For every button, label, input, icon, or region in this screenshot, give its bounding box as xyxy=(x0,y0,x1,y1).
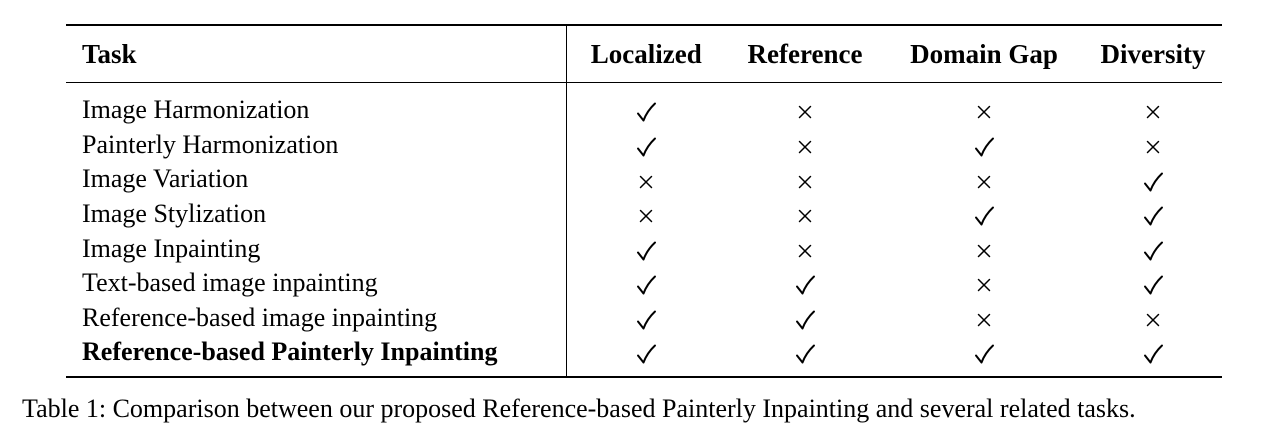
diversity-cell xyxy=(1084,231,1222,266)
cross-icon xyxy=(793,234,817,263)
localized-cell xyxy=(566,266,726,301)
table-row: Image Harmonization xyxy=(66,82,1222,128)
task-name-cell: Image Variation xyxy=(66,162,567,197)
header-diversity: Diversity xyxy=(1100,38,1206,69)
comparison-table: Task Localized Reference Domain Gap Dive… xyxy=(66,24,1222,378)
check-icon xyxy=(1141,199,1165,228)
task-name-cell: Text-based image inpainting xyxy=(66,265,567,301)
cross-icon xyxy=(1141,130,1165,159)
cross-icon xyxy=(972,234,996,263)
cross-icon xyxy=(1141,303,1165,332)
task-name-cell: Image Inpainting xyxy=(66,231,567,266)
table-row: Image Stylization xyxy=(66,196,1222,232)
check-icon xyxy=(1141,164,1165,193)
check-icon xyxy=(793,268,817,297)
check-icon xyxy=(1141,268,1165,297)
cross-icon xyxy=(634,199,658,228)
domain-gap-cell xyxy=(884,197,1084,232)
table-row: Image Variation xyxy=(66,162,1222,197)
check-icon xyxy=(793,303,817,332)
diversity-cell xyxy=(1084,335,1222,377)
cross-icon xyxy=(634,164,658,193)
table-row: Text-based image inpainting xyxy=(66,265,1222,301)
reference-cell xyxy=(726,83,884,128)
check-icon xyxy=(634,130,658,159)
reference-cell xyxy=(726,335,884,377)
localized-cell xyxy=(566,197,726,232)
check-icon xyxy=(634,268,658,297)
cross-icon xyxy=(793,199,817,228)
domain-gap-cell xyxy=(884,128,1084,163)
localized-cell xyxy=(566,83,726,128)
task-name-cell: Image Stylization xyxy=(66,196,567,232)
header-domain-gap: Domain Gap xyxy=(910,38,1058,69)
domain-gap-cell xyxy=(884,162,1084,197)
check-icon xyxy=(634,234,658,263)
diversity-cell xyxy=(1084,128,1222,163)
table-row: Reference-based Painterly Inpainting xyxy=(66,335,1222,377)
localized-cell xyxy=(566,128,726,163)
reference-cell xyxy=(726,266,884,301)
diversity-cell xyxy=(1084,197,1222,232)
cross-icon xyxy=(972,95,996,124)
header-localized: Localized xyxy=(590,38,702,69)
table-header-row: Task Localized Reference Domain Gap Dive… xyxy=(66,25,1222,83)
reference-cell xyxy=(726,301,884,336)
reference-cell xyxy=(726,128,884,163)
header-reference: Reference xyxy=(747,38,863,69)
domain-gap-cell xyxy=(884,231,1084,266)
localized-cell xyxy=(566,231,726,266)
reference-cell xyxy=(726,197,884,232)
localized-cell xyxy=(566,301,726,336)
table-caption: Table 1: Comparison between our proposed… xyxy=(22,394,1136,423)
check-icon xyxy=(1141,337,1165,366)
check-icon xyxy=(634,95,658,124)
table-row: Reference-based image inpainting xyxy=(66,300,1222,336)
check-icon xyxy=(972,337,996,366)
check-icon xyxy=(972,199,996,228)
cross-icon xyxy=(1141,95,1165,124)
check-icon xyxy=(634,303,658,332)
localized-cell xyxy=(566,335,726,377)
domain-gap-cell xyxy=(884,266,1084,301)
diversity-cell xyxy=(1084,162,1222,197)
table-row: Painterly Harmonization xyxy=(66,127,1222,163)
cross-icon xyxy=(793,130,817,159)
diversity-cell xyxy=(1084,266,1222,301)
cross-icon xyxy=(793,164,817,193)
check-icon xyxy=(793,337,817,366)
task-name-cell: Reference-based Painterly Inpainting xyxy=(66,335,567,377)
task-name-cell: Image Harmonization xyxy=(66,82,567,128)
localized-cell xyxy=(566,162,726,197)
table-body: Image Harmonization Painterly Harmonizati… xyxy=(66,82,1222,377)
task-name-cell: Painterly Harmonization xyxy=(66,127,567,163)
check-icon xyxy=(972,130,996,159)
cross-icon xyxy=(793,95,817,124)
domain-gap-cell xyxy=(884,335,1084,377)
check-icon xyxy=(634,337,658,366)
header-task: Task xyxy=(66,25,567,83)
cross-icon xyxy=(972,303,996,332)
comparison-table-container: Task Localized Reference Domain Gap Dive… xyxy=(66,24,1222,378)
domain-gap-cell xyxy=(884,83,1084,128)
table-row: Image Inpainting xyxy=(66,231,1222,266)
diversity-cell xyxy=(1084,301,1222,336)
check-icon xyxy=(1141,234,1165,263)
cross-icon xyxy=(972,268,996,297)
domain-gap-cell xyxy=(884,301,1084,336)
reference-cell xyxy=(726,231,884,266)
task-name-cell: Reference-based image inpainting xyxy=(66,300,567,336)
cross-icon xyxy=(972,164,996,193)
reference-cell xyxy=(726,162,884,197)
diversity-cell xyxy=(1084,83,1222,128)
